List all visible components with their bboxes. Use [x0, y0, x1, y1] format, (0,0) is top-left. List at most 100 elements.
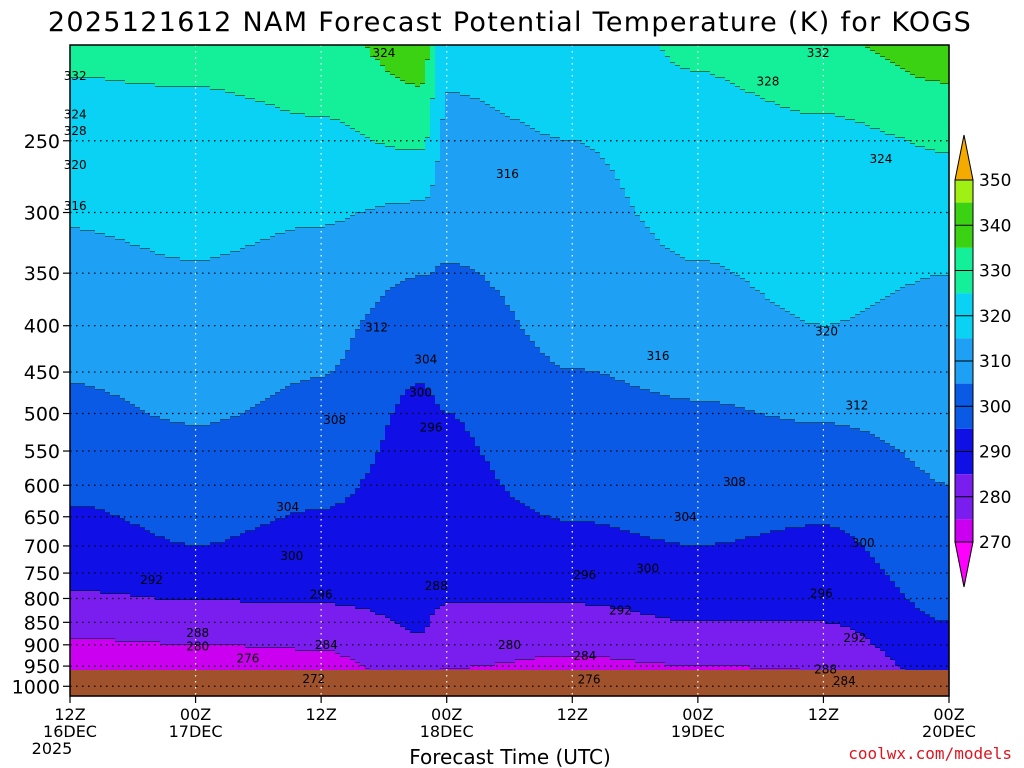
- contour-fill-cell: [350, 339, 356, 496]
- contour-fill-cell: [625, 609, 631, 661]
- contour-fill-cell: [205, 45, 211, 88]
- contour-fill-cell: [110, 45, 116, 82]
- contour-fill-cell: [355, 45, 361, 133]
- contour-fill-cell: [225, 255, 231, 421]
- contour-fill-cell: [115, 396, 121, 517]
- contour-fill-cell: [560, 603, 566, 658]
- contour-fill-cell: [565, 141, 571, 370]
- contour-fill-cell: [75, 639, 81, 697]
- contour-fill-cell: [125, 402, 131, 523]
- contour-fill-cell: [700, 546, 706, 622]
- contour-fill-cell: [135, 525, 141, 598]
- contour-fill-cell: [320, 228, 326, 379]
- contour-fill-cell: [390, 75, 396, 148]
- contour-fill-cell: [210, 600, 216, 646]
- contour-fill-cell: [635, 612, 641, 664]
- contour-fill-cell: [295, 45, 301, 115]
- contour-fill-cell: [390, 621, 396, 685]
- contour-fill-cell: [420, 150, 426, 202]
- contour-fill-cell: [430, 99, 436, 187]
- contour-fill-cell: [120, 642, 126, 697]
- contour-fill-cell: [745, 411, 751, 538]
- contour-fill-cell: [285, 387, 291, 517]
- contour-fill-cell: [705, 402, 711, 547]
- contour-fill-cell: [315, 45, 321, 118]
- contour-fill-cell: [705, 45, 711, 73]
- contour-fill-cell: [405, 630, 411, 697]
- contour-fill-cell: [235, 252, 241, 418]
- contour-fill-cell: [680, 399, 686, 547]
- contour-fill-cell: [700, 402, 706, 547]
- contour-fill-cell: [365, 474, 371, 610]
- contour-fill-cell: [135, 246, 141, 409]
- plot-area: [70, 45, 950, 697]
- contour-fill-cell: [705, 72, 711, 262]
- contour-fill-cell: [320, 510, 326, 604]
- contour-fill-cell: [530, 129, 536, 343]
- contour-fill-cell: [310, 603, 316, 652]
- contour-fill-cell: [165, 600, 171, 646]
- contour-fill-cell: [215, 600, 221, 646]
- contour-fill-cell: [190, 261, 196, 427]
- contour-fill-cell: [710, 264, 716, 403]
- contour-fill-cell: [525, 45, 531, 127]
- contour-fill-cell: [70, 591, 76, 640]
- contour-fill-cell: [535, 603, 541, 658]
- contour-fill-cell: [435, 609, 441, 676]
- contour-fill-cell: [425, 138, 431, 199]
- contour-fill-cell: [175, 423, 181, 544]
- contour-fill-cell: [245, 603, 251, 649]
- contour-fill-cell: [525, 336, 531, 508]
- contour-fill-cell: [335, 366, 341, 505]
- contour-fill-cell: [115, 594, 121, 643]
- contour-fill-cell: [155, 87, 161, 256]
- contour-fill-cell: [285, 603, 291, 649]
- contour-fill-cell: [300, 114, 306, 229]
- contour-fill-cell: [560, 522, 566, 604]
- contour-fill-cell: [615, 180, 621, 382]
- contour-fill-cell: [120, 81, 126, 241]
- contour-fill-cell: [300, 228, 306, 382]
- contour-fill-cell: [610, 528, 616, 610]
- contour-fill-cell: [640, 537, 646, 616]
- contour-fill-cell: [470, 438, 476, 604]
- contour-fill-cell: [235, 600, 241, 646]
- contour-fill-cell: [750, 93, 756, 289]
- contour-fill-cell: [400, 45, 406, 82]
- contour-fill-cell: [415, 384, 421, 634]
- contour-fill-cell: [645, 228, 651, 391]
- contour-fill-cell: [240, 249, 246, 415]
- contour-fill-cell: [385, 618, 391, 682]
- contour-fill-cell: [150, 84, 156, 253]
- contour-fill-cell: [705, 261, 711, 403]
- chart-title: 2025121612 NAM Forecast Potential Temper…: [48, 7, 972, 38]
- contour-fill-cell: [765, 417, 771, 535]
- contour-fill-cell: [370, 210, 376, 310]
- contour-fill-cell: [380, 45, 386, 67]
- contour-fill-cell: [320, 45, 326, 118]
- contour-fill-cell: [650, 540, 656, 616]
- contour-fill-cell: [620, 381, 626, 532]
- contour-fill-cell: [730, 543, 736, 622]
- contour-fill-cell: [110, 237, 116, 397]
- contour-fill-cell: [575, 603, 581, 658]
- contour-fill-cell: [225, 93, 231, 256]
- contour-fill-cell: [660, 51, 666, 247]
- contour-fill-cell: [325, 375, 331, 511]
- contour-fill-cell: [235, 96, 241, 253]
- contour-fill-cell: [735, 621, 741, 667]
- contour-fill-cell: [115, 642, 121, 697]
- contour-fill-cell: [570, 603, 576, 658]
- contour-fill-cell: [165, 420, 171, 541]
- contour-fill-cell: [410, 201, 416, 280]
- contour-fill-cell: [585, 45, 591, 148]
- contour-fill-cell: [730, 45, 736, 85]
- contour-fill-cell: [205, 546, 211, 601]
- contour-fill-cell: [715, 45, 721, 79]
- contour-fill-cell: [515, 501, 521, 604]
- contour-fill-cell: [360, 213, 366, 322]
- contour-fill-cell: [245, 411, 251, 532]
- contour-fill-cell: [220, 420, 226, 544]
- contour-fill-cell: [175, 258, 181, 424]
- contour-fill-cell: [330, 372, 336, 508]
